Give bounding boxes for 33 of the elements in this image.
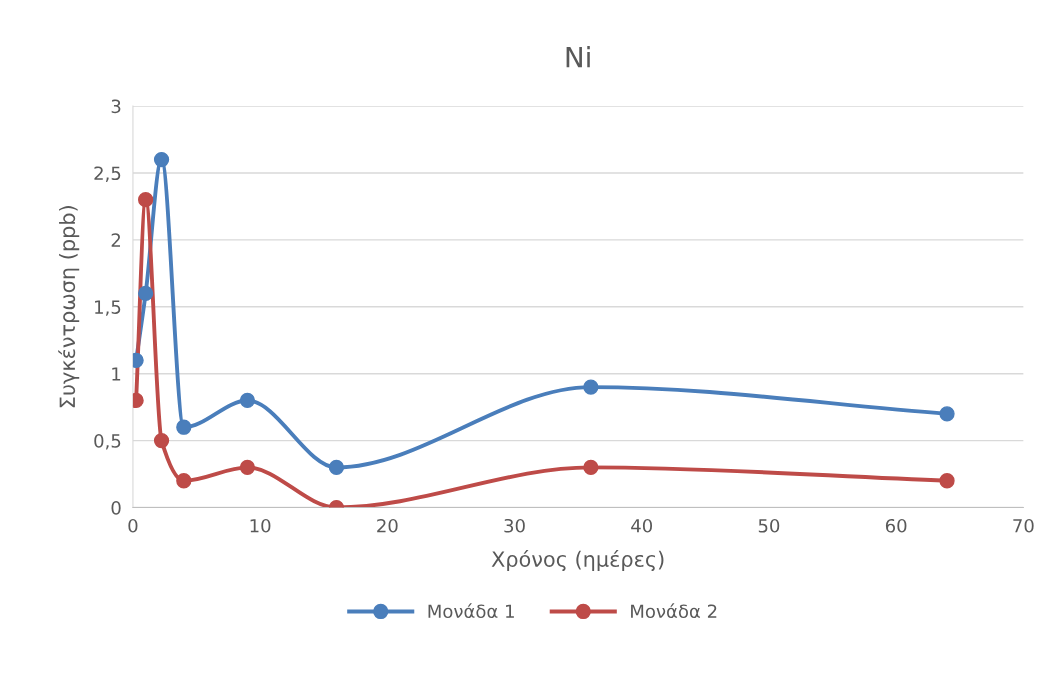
y-tick-label: 0 xyxy=(111,500,121,515)
point xyxy=(328,459,345,476)
x-tick-label: 40 xyxy=(631,518,653,533)
point xyxy=(138,285,154,302)
x-tick-label: 60 xyxy=(885,518,907,533)
legend-label: Μονάδα 1 xyxy=(428,603,514,619)
y-tick-label: 1 xyxy=(112,367,121,381)
y-tick-label: 1,5 xyxy=(95,300,121,316)
point xyxy=(239,392,256,409)
x-axis-title: Χρόνος (ημέρες) xyxy=(491,550,664,572)
x-tick-label: 20 xyxy=(377,518,398,533)
point xyxy=(583,459,599,476)
y-tick-label: 0,5 xyxy=(94,434,121,450)
point xyxy=(176,419,192,435)
point xyxy=(939,473,955,489)
y-tick-label: 2,5 xyxy=(94,166,121,182)
y-axis-title: Συγκέντρωση (ppb) xyxy=(58,206,80,408)
point xyxy=(153,151,170,168)
point xyxy=(138,192,154,208)
point xyxy=(239,459,256,476)
point xyxy=(583,379,599,395)
y-tick-label: 3 xyxy=(111,99,121,114)
point xyxy=(939,406,955,422)
x-tick-label: 0 xyxy=(128,518,138,533)
y-tick-label: 2 xyxy=(111,233,121,247)
point xyxy=(153,432,170,449)
legend-label: Μονάδα 2 xyxy=(631,603,717,619)
point xyxy=(176,473,192,489)
x-tick-label: 70 xyxy=(1013,518,1034,533)
chart-title: Ni xyxy=(566,46,590,68)
x-tick-label: 10 xyxy=(250,518,271,533)
x-tick-label: 50 xyxy=(758,518,780,533)
x-tick-label: 30 xyxy=(504,518,525,533)
